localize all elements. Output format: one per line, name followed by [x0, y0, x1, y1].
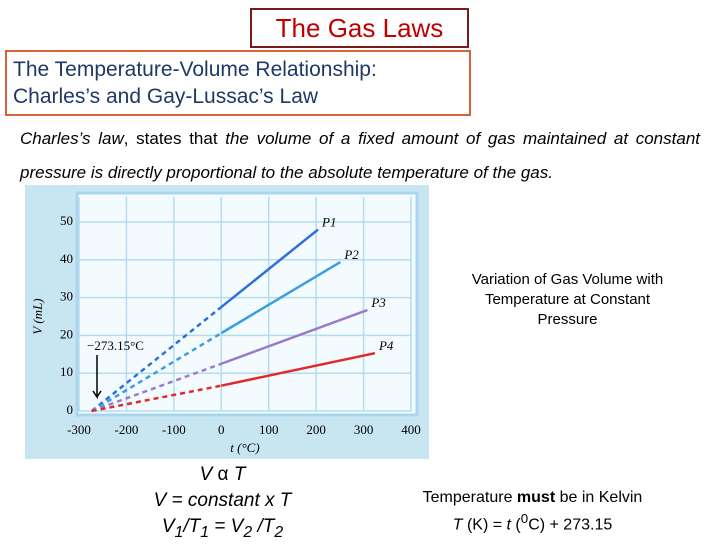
y-tick-label: 20 — [60, 326, 73, 341]
body-text: Charles’s law, states that the volume of… — [20, 122, 700, 190]
x-tick-label: -300 — [67, 422, 91, 437]
subtitle: The Temperature-Volume Relationship: Char… — [5, 50, 471, 116]
term: Charles’s law — [20, 129, 124, 148]
extrapolated-segment — [90, 306, 223, 412]
measured-segment — [221, 351, 376, 387]
annotation-arrow — [92, 355, 102, 400]
text: be in Kelvin — [555, 489, 643, 506]
measured-segment — [220, 228, 319, 309]
extrapolated-segment — [91, 332, 222, 413]
symbol: /T — [183, 516, 201, 537]
x-tick-label: 0 — [218, 422, 225, 437]
extrapolated-segment — [91, 384, 222, 413]
series-label: P3 — [370, 295, 386, 310]
plot-frame — [75, 191, 419, 417]
y-axis-label: V (mL) — [30, 298, 45, 334]
formula: V = constant x T — [120, 488, 325, 514]
rule: Temperature must be in Kelvin — [410, 487, 655, 508]
emphasis: must — [516, 489, 556, 506]
subscript: 1 — [174, 523, 184, 541]
subtitle-line: The Temperature-Volume Relationship: — [13, 58, 377, 81]
conversion: T (K) = t (0C) + 273.15 — [410, 508, 655, 535]
chart: 0 10 20 30 40 50 -300 -200 -100 0 100 200 300 400 V (m… — [25, 185, 429, 459]
symbol: T — [233, 464, 246, 485]
y-tick-label: 50 — [60, 213, 73, 228]
subscript: 1 — [200, 523, 210, 541]
caption: Variation of Gas Volume with Temperature… — [471, 271, 664, 328]
y-tick-label: 10 — [60, 364, 73, 379]
verb: , states that — [123, 129, 218, 148]
x-tick-label: 100 — [259, 422, 279, 437]
superscript: 0 — [520, 511, 529, 526]
subtitle-line: Charles’s and Gay-Lussac’s Law — [13, 85, 319, 108]
measured-segment — [220, 260, 341, 335]
symbol: V — [161, 516, 175, 537]
x-tick-label: 200 — [306, 422, 326, 437]
series-label: P2 — [343, 247, 359, 262]
symbol: /T — [252, 516, 275, 537]
statement: the volume of a fixed amount of gas main… — [20, 129, 700, 182]
y-tick-label: 0 — [67, 402, 74, 417]
formula: V α T — [120, 462, 325, 488]
subscript: 2 — [243, 523, 253, 541]
symbol: T — [452, 516, 463, 534]
text: C) + 273.15 — [528, 516, 613, 534]
slide-title: The Gas Laws — [250, 8, 469, 48]
formulas: V α T V = constant x T V1/T1 = V2 /T2 — [120, 462, 325, 546]
text: ( — [510, 516, 521, 534]
x-tick-label: 400 — [401, 422, 421, 437]
subscript: 2 — [274, 523, 284, 541]
y-tick-label: 40 — [60, 251, 73, 266]
measured-segment — [220, 308, 368, 365]
symbol: t — [506, 516, 511, 534]
annotation: −273.15°C — [87, 338, 144, 353]
formula-text: V = constant x T — [153, 490, 292, 511]
x-tick-label: -200 — [115, 422, 139, 437]
text: Temperature — [422, 489, 517, 506]
text: (K) = — [462, 516, 507, 534]
y-tick-label: 30 — [60, 289, 73, 304]
symbol: α — [217, 464, 229, 485]
x-tick-label: 300 — [354, 422, 374, 437]
symbol: = V — [209, 516, 244, 537]
formula: V1/T1 = V2 /T2 — [120, 514, 325, 546]
x-axis-label: t (°C) — [230, 440, 259, 455]
series-label: P1 — [321, 215, 336, 230]
symbol: V — [199, 464, 213, 485]
extrapolated-segment — [91, 362, 222, 413]
series-label: P4 — [378, 338, 394, 353]
x-tick-label: -100 — [162, 422, 186, 437]
kelvin-note: Temperature must be in Kelvin T (K) = t … — [410, 487, 655, 535]
